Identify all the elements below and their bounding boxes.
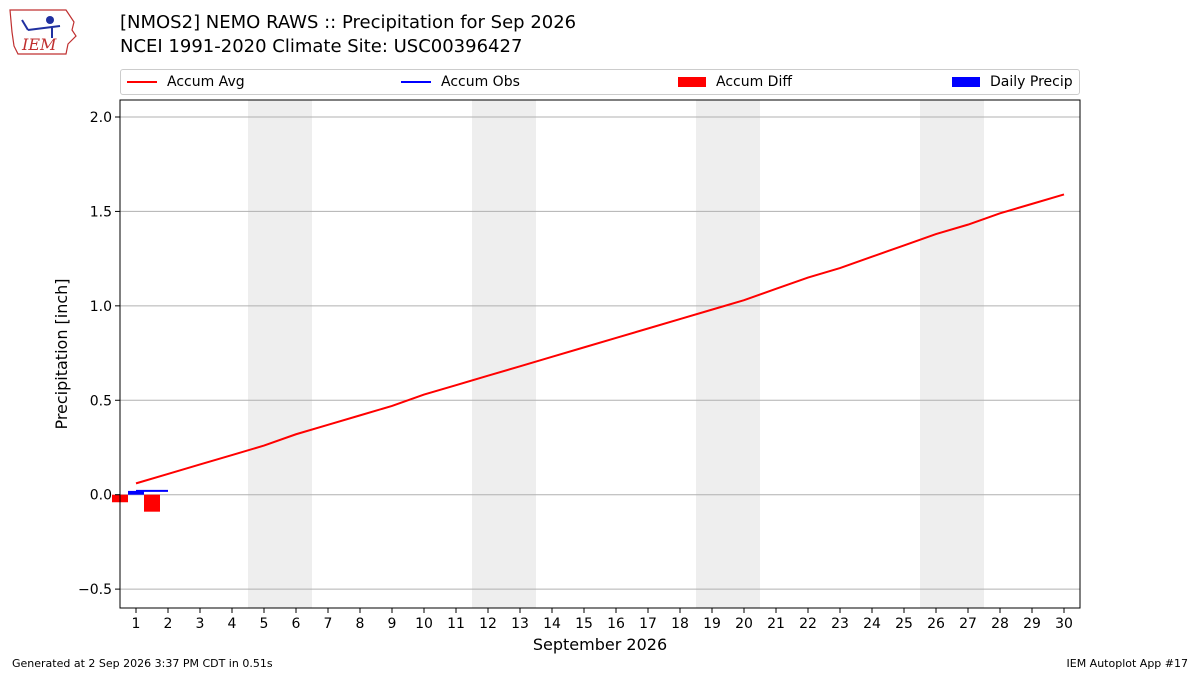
legend-item-accum-obs: Accum Obs (401, 70, 520, 94)
x-tick-label: 23 (831, 616, 849, 632)
app-credit: IEM Autoplot App #17 (1066, 657, 1189, 670)
legend-swatch (401, 81, 431, 83)
x-axis-label: September 2026 (533, 635, 667, 654)
chart-subtitle: NCEI 1991-2020 Climate Site: USC00396427 (120, 36, 523, 57)
legend-item-accum-diff: Accum Diff (678, 70, 792, 94)
x-tick-label: 14 (543, 616, 561, 632)
weekend-band (920, 100, 984, 608)
x-tick-label: 20 (735, 616, 753, 632)
accum-avg-line (135, 193, 1065, 485)
weekend-band (248, 100, 312, 608)
x-tick-label: 13 (511, 616, 529, 632)
chart-title: [NMOS2] NEMO RAWS :: Precipitation for S… (120, 12, 577, 33)
accum-diff-bar (144, 494, 160, 512)
weekend-band (696, 100, 760, 608)
legend-label: Accum Obs (441, 74, 520, 90)
x-tick-label: 10 (415, 616, 433, 632)
y-tick-label: 0.0 (90, 488, 112, 504)
y-tick-label: −0.5 (78, 582, 112, 598)
legend-swatch (678, 77, 706, 87)
legend-item-accum-avg: Accum Avg (127, 70, 245, 94)
y-tick-label: 0.5 (90, 393, 112, 409)
x-tick-label: 5 (260, 616, 269, 632)
x-tick-label: 17 (639, 616, 657, 632)
x-tick-label: 15 (575, 616, 593, 632)
x-tick-label: 26 (927, 616, 945, 632)
logo-text: IEM (21, 35, 57, 54)
x-tick-label: 28 (991, 616, 1009, 632)
daily-precip-bar (128, 490, 144, 495)
legend: Accum Avg Accum Obs Accum Diff Daily Pre… (120, 69, 1080, 95)
x-tick-label: 21 (767, 616, 785, 632)
legend-item-daily-precip: Daily Precip (952, 70, 1073, 94)
plot-frame (119, 99, 1081, 609)
weekend-band (472, 100, 536, 608)
x-tick-label: 1 (132, 616, 141, 632)
x-tick-label: 3 (196, 616, 205, 632)
x-tick-label: 7 (324, 616, 333, 632)
x-tick-label: 22 (799, 616, 817, 632)
y-tick-label: 1.5 (90, 204, 112, 220)
y-tick-label: 2.0 (90, 110, 112, 126)
legend-label: Daily Precip (990, 74, 1073, 90)
x-tick-label: 8 (356, 616, 365, 632)
y-tick-label: 1.0 (90, 299, 112, 315)
x-tick-label: 27 (959, 616, 977, 632)
x-tick-label: 2 (164, 616, 173, 632)
x-tick-label: 12 (479, 616, 497, 632)
legend-swatch (952, 77, 980, 87)
x-tick-label: 24 (863, 616, 881, 632)
legend-label: Accum Diff (716, 74, 793, 90)
legend-label: Accum Avg (167, 74, 245, 90)
x-tick-label: 25 (895, 616, 913, 632)
x-tick-label: 6 (292, 616, 301, 632)
iem-logo: IEM (9, 9, 77, 55)
y-axis-label: Precipitation [inch] (52, 278, 71, 429)
x-tick-label: 11 (447, 616, 465, 632)
x-tick-label: 4 (228, 616, 237, 632)
x-tick-label: 9 (388, 616, 397, 632)
x-tick-label: 29 (1023, 616, 1041, 632)
x-tick-label: 18 (671, 616, 689, 632)
legend-swatch (127, 81, 157, 83)
x-tick-label: 19 (703, 616, 721, 632)
x-tick-label: 30 (1055, 616, 1073, 632)
x-tick-label: 16 (607, 616, 625, 632)
generated-timestamp: Generated at 2 Sep 2026 3:37 PM CDT in 0… (12, 657, 273, 670)
